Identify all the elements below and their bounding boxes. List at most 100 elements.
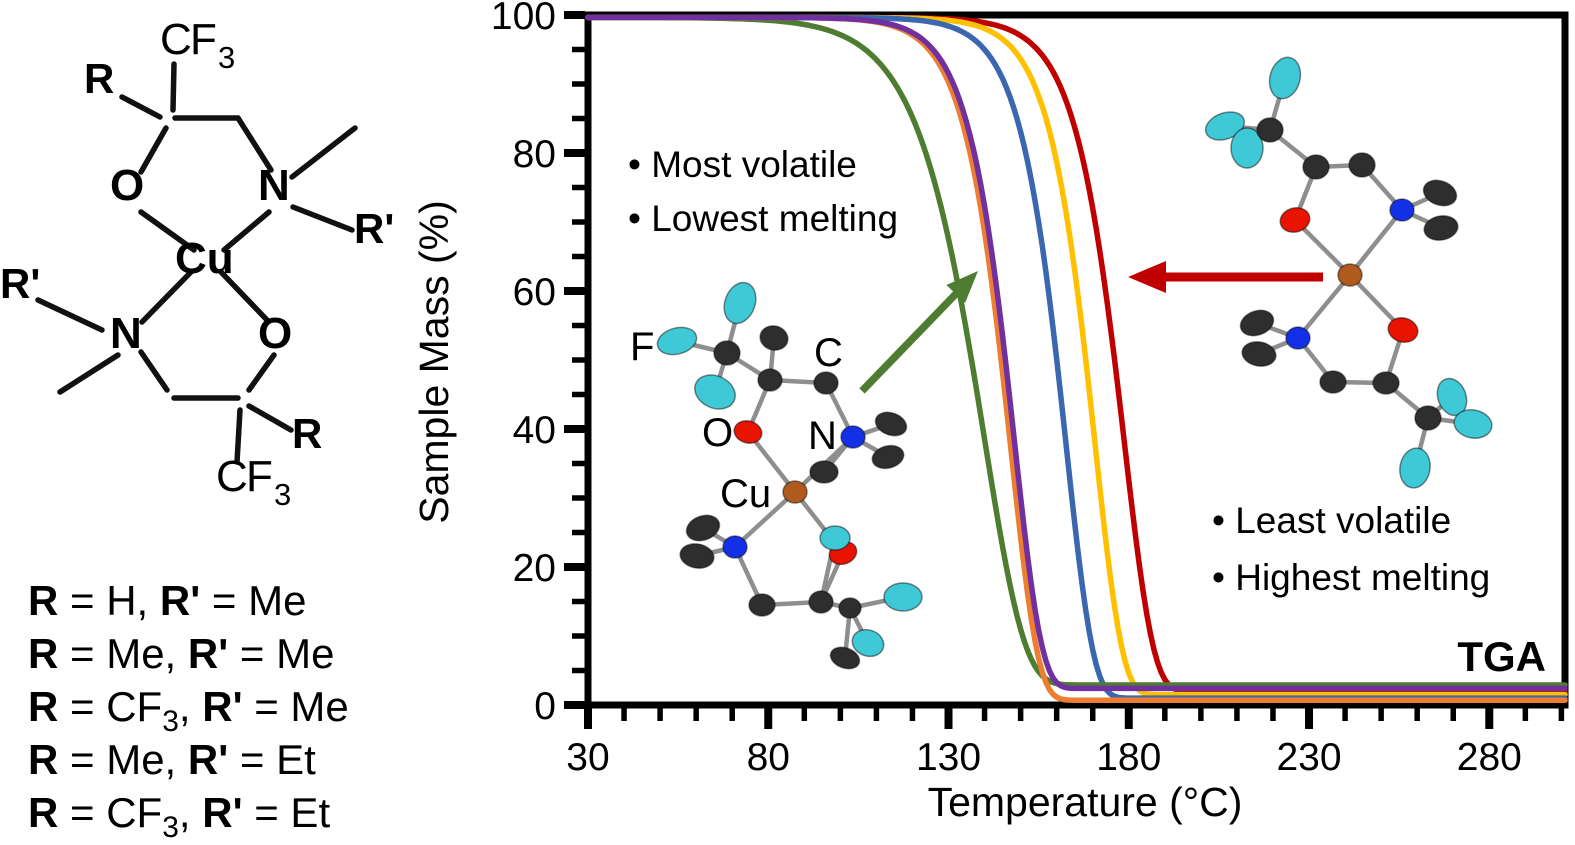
right-ortep-atom-n [1389, 198, 1415, 222]
atom-label: O [258, 309, 292, 358]
bond-line [57, 352, 121, 395]
right-ortep-atom-f [1453, 409, 1493, 439]
right-ortep-atom-c [1319, 370, 1347, 394]
y-tick-label: 60 [513, 271, 556, 314]
right-ortep-atom-c [1372, 371, 1400, 395]
atom-label: O [110, 161, 144, 210]
legend-line: R = Me, R' = Et [28, 736, 316, 783]
left-ortep-atom-c [871, 444, 905, 470]
x-tick-label: 80 [747, 736, 790, 779]
right-ortep-atom-c [1423, 215, 1459, 241]
legend-line: R = H, R' = Me [28, 577, 306, 624]
bond-line [218, 269, 270, 323]
bond-line [119, 94, 163, 120]
tga-chart: 30 80 130 180 230 280 0 20 40 60 80 100 Temperature… [411, 0, 1569, 825]
x-tick-label: 130 [916, 736, 981, 779]
bond-line [246, 403, 294, 433]
annotations: • Most volatile • Lowest melting • Least v… [628, 144, 1490, 598]
right-ortep-atom-f [1230, 127, 1264, 169]
right-ortep-atom-c [1241, 341, 1277, 367]
bullet-most-volatile-1: • Lowest melting [628, 198, 898, 239]
right-ortep-atom-f [1268, 56, 1302, 100]
legend-line: R = CF3, R' = Et [28, 789, 330, 844]
right-ortep-atom-c [1239, 309, 1275, 337]
bond-line [235, 115, 274, 173]
ortep-label-n: N [808, 414, 837, 458]
atom-label: C [160, 15, 192, 64]
y-tick-label: 20 [513, 547, 556, 590]
atom-label: 3 [218, 40, 235, 75]
bullet-least-volatile-0: • Least volatile [1212, 500, 1451, 541]
left-ortep-atom-o [733, 420, 763, 444]
left-ortep-atom-c [874, 411, 908, 437]
left-ortep-atom-c [713, 340, 741, 366]
atom-label: R [292, 410, 322, 457]
right-ortep-atom-c [1422, 179, 1458, 207]
bond-line [138, 209, 197, 253]
legend-line: R = Me, R' = Me [28, 630, 334, 677]
left-ortep-atom-f [819, 525, 851, 551]
bond-line [35, 297, 105, 333]
y-axis-title: Sample Mass (%) [411, 200, 457, 524]
x-axis-title: Temperature (°C) [928, 779, 1243, 825]
atom-label: Cu [175, 234, 234, 283]
bond-line [221, 209, 272, 253]
bond-line [246, 352, 277, 393]
tga-curves [585, 14, 1568, 703]
atom-label: N [110, 309, 142, 358]
right-ortep-atom-c [1348, 152, 1376, 178]
right-ortep-atom-c [1414, 405, 1442, 431]
bond-line [138, 125, 169, 175]
bond-line [170, 61, 177, 113]
right-ortep-atom-c [1256, 117, 1284, 143]
bond-line [139, 269, 194, 325]
left-ortep-atom-c [809, 460, 839, 484]
left-ortep-atom-n [840, 425, 866, 449]
bullet-least-volatile-1: • Highest melting [1212, 557, 1490, 598]
bond-line [290, 204, 355, 233]
right-ortep-atom-o [1279, 207, 1311, 233]
bullet-most-volatile-0: • Most volatile [628, 144, 857, 185]
left-ortep-atom-cu [782, 480, 808, 504]
left-ortep-atom-c [757, 368, 783, 392]
bond-line [234, 407, 243, 465]
y-tick-label: 100 [491, 0, 556, 38]
x-tick-label: 230 [1276, 736, 1341, 779]
right-ortep-atom-f [1204, 111, 1246, 141]
ortep-label-cu: Cu [720, 472, 771, 516]
left-ortep-bond [733, 490, 797, 549]
tga-corner-label: TGA [1457, 633, 1546, 680]
atom-label: C [216, 452, 248, 501]
legend-line: R = CF3, R' = Me [28, 683, 349, 738]
ortep-label-c: C [814, 331, 843, 375]
right-ortep-atom-cu [1337, 263, 1363, 287]
atom-label: F [246, 452, 273, 501]
left-ortep-atom-c [748, 593, 776, 617]
bond-line [289, 125, 358, 180]
atom-label: 3 [274, 477, 291, 512]
atom-label: R' [354, 205, 394, 252]
atom-label: N [258, 161, 290, 210]
left-ortep-atom-f [723, 281, 757, 325]
axis-ticks [564, 11, 1565, 729]
left-ortep-atom-c [679, 543, 715, 569]
left-ortep-atom-f [851, 628, 885, 658]
left-ortep-atom-c [808, 590, 834, 614]
right-ortep-atom-c [1302, 154, 1330, 180]
left-ortep-atom-f [883, 582, 923, 612]
green-arrow-shaft [859, 289, 960, 394]
left-ortep-atom-c [838, 597, 862, 619]
left-ortep-bond [746, 430, 797, 494]
left-ortep-atom-c [813, 371, 839, 395]
ortep-label-o: O [702, 411, 733, 455]
y-tick-label: 0 [534, 685, 556, 728]
right-ortep-atom-f [1399, 447, 1431, 489]
right-ortep-structure [1204, 56, 1493, 489]
left-ortep-atom-c [759, 325, 789, 351]
left-ortep-atom-f [694, 374, 736, 410]
axis-tick-labels: 30 80 130 180 230 280 0 20 40 60 80 100 [491, 0, 1522, 779]
arrows [859, 261, 1323, 394]
